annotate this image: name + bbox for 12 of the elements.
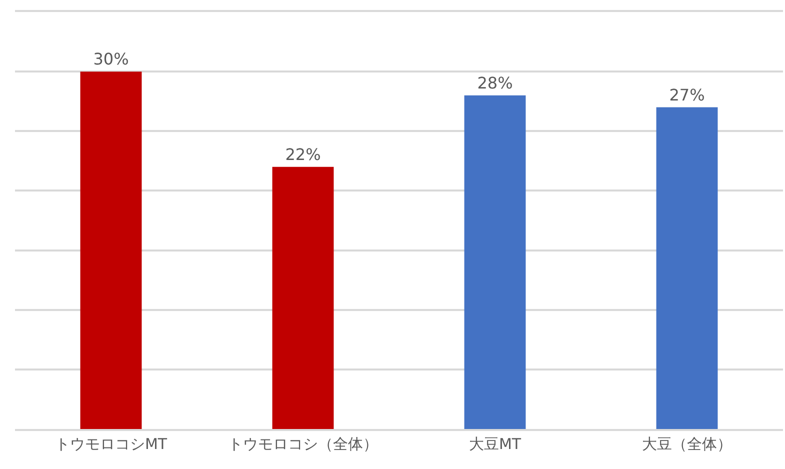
data-label: 30% bbox=[93, 50, 129, 69]
x-tick-label: トウモロコシ（全体） bbox=[228, 434, 378, 453]
bar bbox=[656, 107, 718, 429]
data-label: 28% bbox=[477, 73, 513, 92]
bar bbox=[80, 72, 142, 429]
x-tick-label: 大豆MT bbox=[468, 434, 522, 453]
data-label: 27% bbox=[669, 85, 705, 104]
bar bbox=[464, 95, 526, 429]
data-label: 22% bbox=[285, 144, 321, 164]
x-tick-label: トウモロコシMT bbox=[54, 434, 168, 453]
x-tick-label: 大豆（全体） bbox=[642, 434, 732, 453]
bar bbox=[272, 166, 334, 429]
